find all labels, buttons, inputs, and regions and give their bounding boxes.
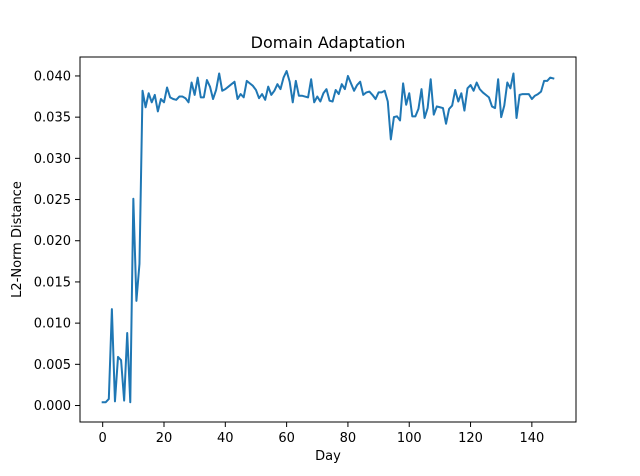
x-tick-label: 40 <box>217 431 234 446</box>
x-tick-label: 0 <box>99 431 107 446</box>
series-line-0 <box>101 70 555 404</box>
y-tick-label: 0.030 <box>34 152 71 167</box>
x-axis-label: Day <box>315 449 341 464</box>
y-tick-label: 0.015 <box>34 275 71 290</box>
x-tick-label: 20 <box>156 431 173 446</box>
x-tick-label: 60 <box>278 431 295 446</box>
plot-frame <box>79 56 577 423</box>
y-tick-label: 0.035 <box>34 111 71 126</box>
y-tick-label: 0.025 <box>34 193 71 208</box>
x-tick-label: 100 <box>397 431 422 446</box>
y-tick-label: 0.005 <box>34 358 71 373</box>
x-tick-label: 140 <box>519 431 544 446</box>
x-tick-label: 80 <box>340 431 357 446</box>
chart-title: Domain Adaptation <box>251 33 406 52</box>
y-tick-label: 0.010 <box>34 317 71 332</box>
y-axis-label: L2-Norm Distance <box>10 181 25 298</box>
y-tick-label: 0.020 <box>34 234 71 249</box>
y-tick-label: 0.040 <box>34 69 71 84</box>
x-tick-label: 120 <box>458 431 483 446</box>
y-tick-label: 0.000 <box>34 399 71 414</box>
